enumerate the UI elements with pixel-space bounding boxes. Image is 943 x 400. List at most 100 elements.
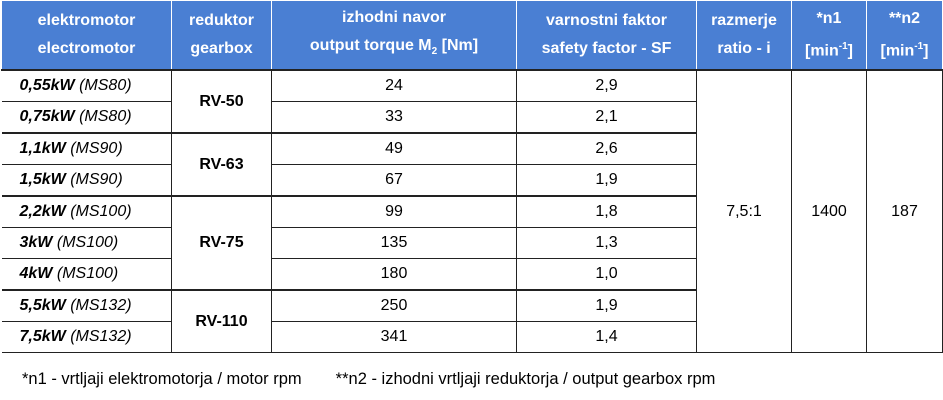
- torque-cell: 67: [271, 164, 517, 197]
- motor-model: (MS100): [70, 203, 132, 220]
- header-line: output torque M2 [Nm]: [272, 32, 516, 66]
- motor-cell: 2,2kW (MS100): [1, 195, 172, 228]
- header-cell: elektromotor electromotor: [1, 0, 172, 71]
- torque-cell: 250: [271, 289, 517, 322]
- gearbox-cell: RV-63: [171, 132, 272, 197]
- table-row: 1,5kW (MS90) 67 1,9: [1, 164, 943, 197]
- motor-cell: 1,1kW (MS90): [1, 132, 172, 165]
- motor-power: 0,55kW: [19, 77, 75, 94]
- header-line: razmerje: [711, 12, 777, 29]
- torque-cell: 24: [271, 69, 517, 102]
- header-line: *n1: [816, 9, 842, 27]
- torque-cell: 341: [271, 321, 517, 353]
- ratio-cell: 7,5:1: [696, 69, 792, 353]
- footnote: **n2 - izhodni vrtljaji reduktorja / out…: [335, 370, 716, 388]
- header-text: ratio - i: [717, 40, 771, 57]
- table: elektromotor electromotor reduktor gearbox i…: [1, 0, 943, 353]
- motor-power: 1,5kW: [19, 171, 66, 188]
- superscript: -1: [914, 40, 924, 52]
- header-line: elektromotor: [37, 12, 136, 29]
- motor-model: (MS80): [79, 108, 132, 125]
- motor-power: 5,5kW: [19, 297, 66, 314]
- motor-model: (MS90): [70, 140, 123, 157]
- motor-cell: 7,5kW (MS132): [1, 321, 172, 353]
- header-cell: reduktor gearbox: [171, 0, 272, 71]
- motor-cell: 0,55kW (MS80): [1, 69, 172, 102]
- motor-power: 1,1kW: [19, 140, 66, 157]
- motor-model: (MS80): [79, 77, 132, 94]
- safety-factor-cell: 1,4: [516, 321, 697, 353]
- header-text: output torque M: [309, 36, 432, 54]
- header-cell: *n1 [min-1]: [791, 0, 867, 71]
- header-text: [min: [880, 42, 915, 60]
- header-line: [min-1]: [867, 33, 942, 65]
- motor-cell: 0,75kW (MS80): [1, 101, 172, 134]
- torque-cell: 99: [271, 195, 517, 228]
- motor-model: (MS100): [56, 234, 119, 251]
- motor-power: 2,2kW: [19, 203, 66, 220]
- header-cell: izhodni navor output torque M2 [Nm]: [271, 0, 517, 71]
- header-cell: varnostni faktor safety factor - SF: [516, 0, 697, 71]
- header-line: [min-1]: [792, 33, 866, 65]
- motor-model: (MS132): [70, 328, 132, 345]
- motor-model: (MS132): [70, 297, 132, 314]
- header-text: gearbox: [190, 40, 253, 57]
- safety-factor-cell: 1,9: [516, 289, 697, 322]
- subscript: 2: [431, 46, 438, 58]
- motor-power: 7,5kW: [19, 328, 66, 345]
- footnote: *n1 - vrtljaji elektromotorja / motor rp…: [22, 370, 302, 388]
- table-row: 7,5kW (MS132) 341 1,4: [1, 321, 943, 353]
- n2-cell: 187: [866, 69, 943, 353]
- header-text: [Nm]: [437, 36, 479, 54]
- gearbox-cell: RV-50: [171, 69, 272, 134]
- footnotes: *n1 - vrtljaji elektromotorja / motor rp…: [22, 370, 715, 389]
- table-row: 0,75kW (MS80) 33 2,1: [1, 101, 943, 134]
- header-line: safety factor - SF: [517, 35, 696, 63]
- header-line: reduktor: [189, 12, 254, 29]
- header-text: electromotor: [37, 40, 136, 57]
- motor-cell: 3kW (MS100): [1, 227, 172, 259]
- motor-cell: 5,5kW (MS132): [1, 289, 172, 322]
- header-cell: razmerje ratio - i: [696, 0, 792, 71]
- motor-model: (MS100): [56, 265, 119, 282]
- torque-cell: 33: [271, 101, 517, 134]
- table-row: 2,2kW (MS100) RV-75 99 1,8: [1, 195, 943, 291]
- header-text: [min: [804, 42, 839, 60]
- header-row: elektromotor electromotor reduktor gearbox i…: [1, 0, 943, 71]
- header-text: ]: [847, 42, 853, 60]
- header-line: **n2: [888, 9, 921, 27]
- header-line: gearbox: [172, 35, 271, 63]
- motor-power: 3kW: [19, 234, 53, 251]
- header-line: ratio - i: [697, 35, 791, 63]
- header-text: safety factor - SF: [541, 40, 672, 57]
- header-line: varnostni faktor: [546, 12, 667, 29]
- header-text: ]: [923, 42, 929, 60]
- safety-factor-cell: 1,9: [516, 164, 697, 197]
- motor-model: (MS90): [70, 171, 123, 188]
- safety-factor-cell: 1,3: [516, 227, 697, 259]
- table-body: 0,55kW (MS80) RV-50 24 2,9 7,5:1 1400 187 0,75k…: [1, 69, 943, 353]
- table-row: 1,1kW (MS90) RV-63 49 2,6: [1, 132, 943, 197]
- motor-cell: 4kW (MS100): [1, 258, 172, 291]
- torque-cell: 180: [271, 258, 517, 291]
- header-cell: **n2 [min-1]: [866, 0, 943, 71]
- safety-factor-cell: 1,0: [516, 258, 697, 291]
- gearbox-cell: RV-75: [171, 195, 272, 291]
- gearbox-cell: RV-110: [171, 289, 272, 353]
- motor-power: 4kW: [19, 265, 53, 282]
- n1-cell: 1400: [791, 69, 867, 353]
- safety-factor-cell: 1,8: [516, 195, 697, 228]
- header-line: izhodni navor: [342, 8, 446, 26]
- table-row: 3kW (MS100) 135 1,3: [1, 227, 943, 259]
- safety-factor-cell: 2,1: [516, 101, 697, 134]
- safety-factor-cell: 2,6: [516, 132, 697, 165]
- table-row: 0,55kW (MS80) RV-50 24 2,9 7,5:1 1400 187: [1, 69, 943, 353]
- superscript: -1: [838, 40, 848, 52]
- motor-cell: 1,5kW (MS90): [1, 164, 172, 197]
- safety-factor-cell: 2,9: [516, 69, 697, 102]
- torque-cell: 49: [271, 132, 517, 165]
- header-line: electromotor: [2, 35, 171, 63]
- motor-power: 0,75kW: [19, 108, 75, 125]
- torque-cell: 135: [271, 227, 517, 259]
